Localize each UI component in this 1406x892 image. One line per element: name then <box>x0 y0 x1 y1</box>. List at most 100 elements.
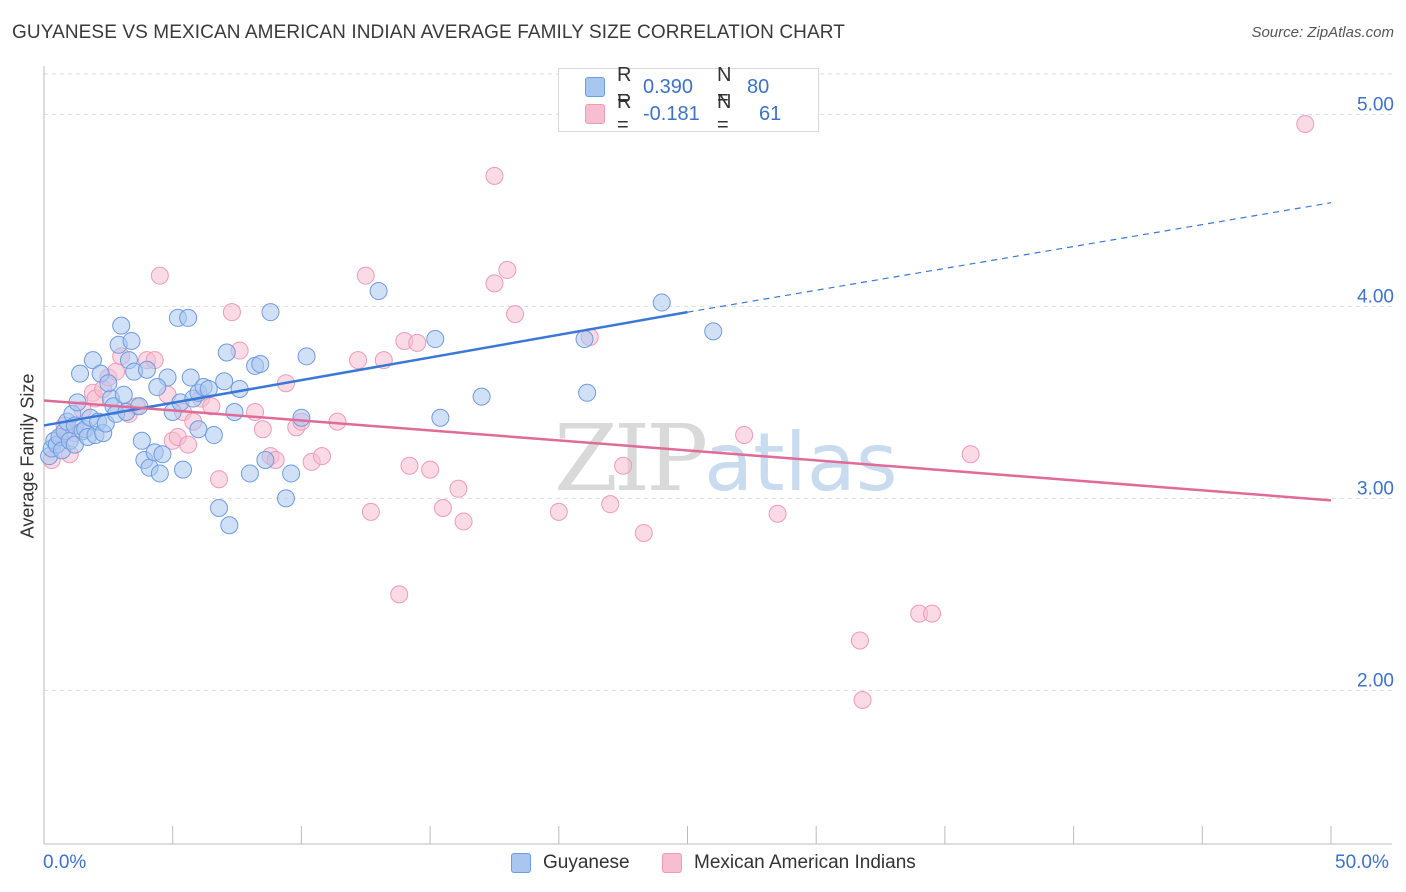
data-point-guyanese <box>578 383 597 402</box>
legend-r-value-mexican: -0.181 <box>643 102 700 125</box>
data-point-guyanese <box>153 445 172 464</box>
bottom-legend-swatch-mexican <box>662 853 682 873</box>
data-point-mexican <box>421 460 440 479</box>
bottom-legend: Guyanese Mexican American Indians <box>0 850 1406 878</box>
data-point-mexican <box>485 274 504 293</box>
data-point-guyanese <box>431 408 450 427</box>
data-point-guyanese <box>179 308 198 327</box>
source-label: Source: ZipAtlas.com <box>1251 24 1394 41</box>
data-point-mexican <box>634 523 653 542</box>
data-point-mexican <box>408 333 427 352</box>
data-point-mexican <box>506 305 525 324</box>
data-point-mexican <box>485 166 504 185</box>
x-tick-label-min: 0.0% <box>43 852 87 873</box>
data-point-guyanese <box>210 499 229 517</box>
data-point-mexican <box>390 585 409 604</box>
bottom-legend-swatch-guyanese <box>511 853 531 873</box>
data-point-guyanese <box>204 426 223 445</box>
data-point-mexican <box>850 631 869 650</box>
data-point-guyanese <box>173 460 192 479</box>
data-point-guyanese <box>83 351 102 370</box>
data-point-mexican <box>210 470 229 489</box>
data-point-mexican <box>853 691 872 709</box>
y-tick-label: 2.00 <box>1357 670 1394 691</box>
bottom-legend-label-guyanese: Guyanese <box>543 852 630 873</box>
data-point-guyanese <box>251 355 270 373</box>
bottom-legend-guyanese: Guyanese <box>511 852 630 874</box>
data-point-mexican <box>356 266 375 285</box>
legend: R = 0.390 N = 80 R = -0.181 N = 61 <box>558 64 819 136</box>
bottom-legend-label-mexican: Mexican American Indians <box>694 852 916 873</box>
data-point-guyanese <box>225 403 244 421</box>
data-point-guyanese <box>282 464 301 483</box>
data-point-guyanese <box>276 489 295 508</box>
legend-r-label: R = <box>617 91 632 136</box>
data-point-guyanese <box>132 431 151 450</box>
data-point-mexican <box>349 351 368 370</box>
data-point-guyanese <box>181 368 200 387</box>
data-point-guyanese <box>472 387 491 406</box>
data-point-mexican <box>400 456 419 475</box>
data-point-guyanese <box>369 282 388 301</box>
data-point-mexican <box>614 456 633 475</box>
data-point-guyanese <box>297 347 316 366</box>
legend-n-label: N = <box>717 91 732 136</box>
y-tick-label: 4.00 <box>1357 286 1394 307</box>
legend-swatch-guyanese <box>585 77 605 97</box>
data-point-guyanese <box>240 464 259 483</box>
trend-line-guyanese <box>43 310 688 427</box>
data-point-guyanese <box>652 293 671 312</box>
data-point-guyanese <box>217 343 236 362</box>
data-point-guyanese <box>704 322 723 341</box>
data-point-mexican <box>454 512 473 531</box>
data-point-guyanese <box>575 330 594 349</box>
data-point-guyanese <box>292 408 311 427</box>
data-point-mexican <box>735 426 754 445</box>
data-point-guyanese <box>122 331 141 350</box>
legend-n-value-mexican: 61 <box>759 102 782 125</box>
legend-row-mexican: R = -0.181 N = 61 <box>585 91 782 136</box>
data-point-guyanese <box>112 316 131 335</box>
data-point-mexican <box>222 303 241 322</box>
y-tick-label: 5.00 <box>1357 94 1394 115</box>
data-point-guyanese <box>189 420 208 439</box>
legend-r-value-guyanese: 0.390 <box>643 75 694 98</box>
trend-line-mexican <box>43 399 1332 502</box>
data-point-guyanese <box>114 385 133 404</box>
trend-line-guyanese-extension <box>687 202 1332 313</box>
data-point-mexican <box>601 495 620 514</box>
data-point-guyanese <box>148 378 167 397</box>
data-point-mexican <box>150 266 169 285</box>
data-point-mexican <box>1296 115 1315 133</box>
data-point-guyanese <box>261 303 280 322</box>
watermark-zip: ZIP <box>554 405 708 512</box>
chart-title: GUYANESE VS MEXICAN AMERICAN INDIAN AVER… <box>12 22 845 43</box>
data-point-guyanese <box>256 451 275 469</box>
data-point-mexican <box>961 445 980 464</box>
data-point-mexican <box>449 479 468 498</box>
data-point-guyanese <box>137 360 156 379</box>
data-point-guyanese <box>150 464 169 483</box>
legend-row-guyanese: R = 0.390 N = 80 <box>585 64 770 109</box>
y-tick-label: 3.00 <box>1357 478 1394 499</box>
data-point-mexican <box>923 604 942 623</box>
legend-n-value-guyanese: 80 <box>747 75 770 98</box>
x-tick-label-max: 50.0% <box>1335 852 1389 873</box>
legend-r-label: R = <box>617 64 632 109</box>
data-point-mexican <box>312 447 331 466</box>
data-point-guyanese <box>215 372 234 391</box>
legend-n-label: N = <box>717 64 732 109</box>
data-point-mexican <box>179 435 198 454</box>
bottom-legend-mexican: Mexican American Indians <box>662 852 916 874</box>
data-point-mexican <box>253 420 272 439</box>
data-point-guyanese <box>71 364 90 383</box>
legend-swatch-mexican <box>585 104 605 124</box>
data-point-guyanese <box>426 330 445 349</box>
data-point-guyanese <box>220 516 239 535</box>
data-point-mexican <box>433 499 452 517</box>
data-point-mexican <box>768 504 787 523</box>
data-point-mexican <box>361 502 380 521</box>
y-axis-label: Average Family Size <box>17 373 38 539</box>
data-point-mexican <box>498 260 517 279</box>
